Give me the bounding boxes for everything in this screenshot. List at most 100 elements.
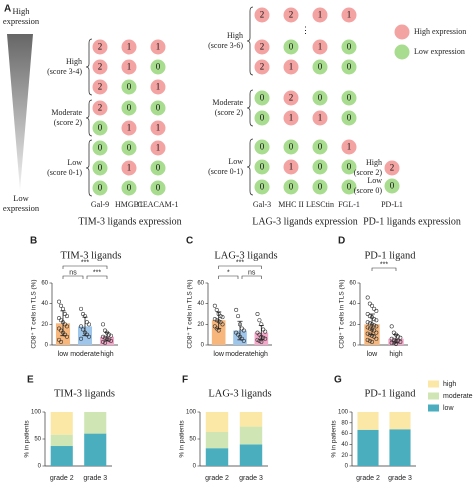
expression-circle bbox=[254, 90, 270, 106]
data-point bbox=[365, 337, 370, 342]
data-point bbox=[261, 327, 266, 332]
stacked-segment bbox=[239, 412, 263, 427]
data-point bbox=[374, 308, 379, 313]
data-point bbox=[239, 326, 244, 331]
expression-score: 0 bbox=[98, 183, 103, 193]
y-tick-label: 0 bbox=[345, 464, 349, 470]
y-axis-label: CD8⁺ T cells in TLS (%) bbox=[187, 279, 194, 348]
data-point bbox=[369, 339, 374, 344]
legend-swatch bbox=[428, 404, 439, 412]
expression-circle bbox=[341, 39, 357, 55]
x-tick-label: grade 2 bbox=[356, 475, 380, 482]
stacked-segment bbox=[357, 429, 379, 466]
data-point bbox=[257, 338, 262, 343]
legend-swatch bbox=[428, 392, 439, 400]
y-tick-label: 40 bbox=[41, 301, 48, 307]
data-point bbox=[241, 338, 246, 343]
significance-label: *** bbox=[236, 259, 244, 266]
data-point bbox=[62, 311, 67, 316]
data-point bbox=[374, 324, 379, 329]
expression-score: 1 bbox=[347, 10, 352, 20]
expression-circle bbox=[283, 39, 299, 55]
y-tick-label: 0 bbox=[45, 343, 49, 349]
y-tick-label: 100 bbox=[186, 410, 197, 416]
significance-label: *** bbox=[380, 261, 388, 268]
stacked-segment bbox=[389, 429, 411, 466]
expression-circle bbox=[283, 139, 299, 155]
significance-label: *** bbox=[81, 259, 89, 266]
expression-score: 0 bbox=[98, 163, 103, 173]
column-label: MHC II bbox=[278, 200, 304, 209]
gradient-top-label: High expression bbox=[2, 6, 40, 26]
section-bracket bbox=[246, 138, 254, 196]
expression-score: 0 bbox=[289, 142, 294, 152]
expression-circle bbox=[341, 59, 357, 75]
expression-circle bbox=[92, 39, 108, 55]
expression-circle bbox=[92, 160, 108, 176]
expression-score: 1 bbox=[127, 42, 132, 52]
stacked-segment bbox=[205, 431, 229, 449]
expression-score: 0 bbox=[289, 182, 294, 192]
column-label: FGL-1 bbox=[338, 200, 360, 209]
data-point bbox=[257, 318, 262, 323]
chart-title: PD-1 ligand bbox=[364, 250, 416, 261]
expression-score: 2 bbox=[289, 10, 294, 20]
error-bar bbox=[237, 320, 243, 341]
expression-circle bbox=[254, 7, 270, 23]
expression-circle bbox=[283, 179, 299, 195]
expression-circle bbox=[254, 39, 270, 55]
data-point bbox=[365, 320, 370, 325]
y-tick-label: 20 bbox=[341, 453, 348, 459]
legend-label: high bbox=[443, 381, 456, 388]
section-bracket bbox=[85, 38, 93, 96]
x-tick-label: grade 3 bbox=[388, 475, 412, 482]
data-point bbox=[101, 322, 106, 327]
expression-score: 0 bbox=[318, 162, 323, 172]
x-tick-label: high bbox=[100, 351, 113, 358]
x-tick-label: high bbox=[389, 351, 402, 358]
expression-circle bbox=[121, 100, 137, 116]
data-point bbox=[103, 328, 108, 333]
data-point bbox=[391, 337, 396, 342]
y-axis-label: % in patients bbox=[24, 420, 31, 458]
data-point bbox=[79, 306, 84, 311]
expression-circle bbox=[312, 139, 328, 155]
significance-bracket bbox=[218, 265, 262, 269]
stacked-segment bbox=[50, 434, 73, 447]
expression-circle bbox=[92, 59, 108, 75]
stacked-segment bbox=[50, 446, 73, 466]
stacked-segment bbox=[84, 412, 107, 434]
data-point bbox=[372, 328, 377, 333]
section-label: (score 2) bbox=[354, 168, 383, 177]
expression-score: 2 bbox=[260, 42, 265, 52]
expression-score: 1 bbox=[127, 163, 132, 173]
legend-swatch bbox=[394, 44, 410, 60]
expression-circle bbox=[283, 90, 299, 106]
expression-score: 1 bbox=[156, 82, 161, 92]
expression-score: 0 bbox=[390, 181, 395, 191]
expression-circle bbox=[92, 100, 108, 116]
panel-letter: F bbox=[182, 375, 188, 386]
data-point bbox=[64, 314, 69, 319]
legend-label: High expression bbox=[414, 27, 466, 36]
expression-score: 0 bbox=[260, 142, 265, 152]
expression-circle bbox=[283, 159, 299, 175]
y-tick-label: 60 bbox=[349, 281, 356, 287]
expression-circle bbox=[254, 110, 270, 126]
expression-score: 2 bbox=[98, 42, 103, 52]
expression-score: 0 bbox=[347, 93, 352, 103]
data-point bbox=[369, 303, 374, 308]
panel-letter: G bbox=[334, 375, 342, 386]
column-label: HMGB1 bbox=[115, 200, 143, 209]
expression-score: 1 bbox=[289, 113, 294, 123]
expression-circle bbox=[254, 179, 270, 195]
y-tick-label: 40 bbox=[341, 442, 348, 448]
expression-circle bbox=[283, 59, 299, 75]
expression-circle bbox=[283, 110, 299, 126]
expression-score: 0 bbox=[318, 142, 323, 152]
column-label: Gal-9 bbox=[91, 200, 109, 209]
group-title: TIM-3 ligands expression bbox=[78, 216, 181, 227]
data-point bbox=[372, 317, 377, 322]
